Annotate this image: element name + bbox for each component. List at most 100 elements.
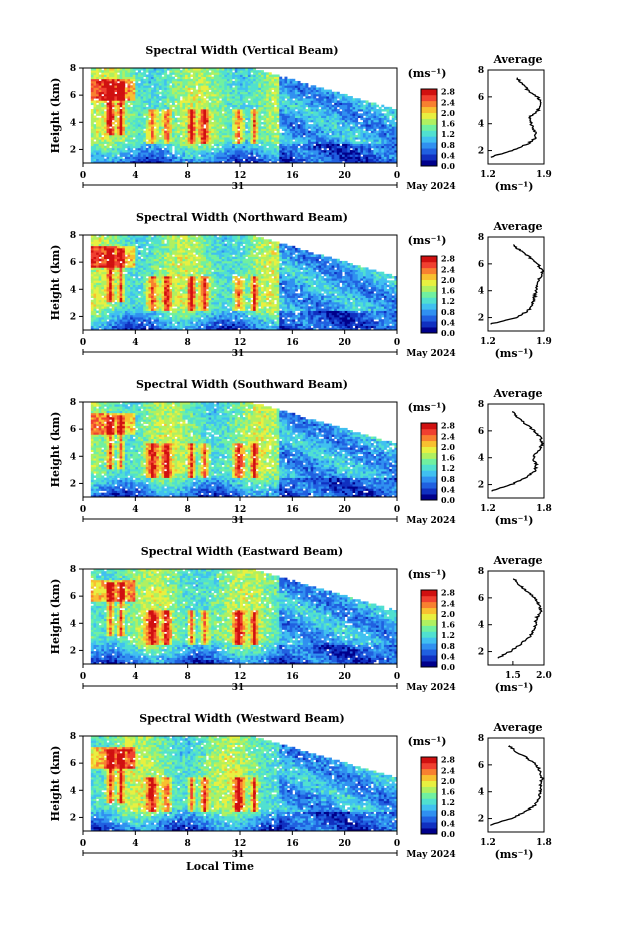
heatmap-cell (242, 96, 246, 99)
heatmap-cell (360, 156, 364, 160)
heatmap-cell (158, 87, 162, 90)
heatmap-cell (203, 117, 207, 121)
heatmap-cell (268, 93, 272, 97)
heatmap-cell (127, 154, 131, 157)
heatmap-cell (258, 145, 262, 149)
heatmap-cell (171, 78, 175, 82)
heatmap-cell (355, 117, 359, 121)
heatmap-cell (268, 80, 272, 84)
heatmap-cell (211, 158, 215, 162)
heatmap-cell (140, 150, 144, 153)
heatmap-cell (237, 150, 241, 153)
heatmap-cell (190, 74, 194, 77)
heatmap-cell (211, 126, 215, 129)
heatmap-cell (103, 241, 107, 244)
heatmap-cell (370, 130, 374, 134)
heatmap-cell (274, 132, 277, 136)
heatmap-cell (122, 141, 126, 144)
heatmap-cell (313, 132, 317, 136)
heatmap-cell (132, 111, 136, 114)
heatmap-cell (266, 102, 270, 106)
heatmap-cell (284, 143, 288, 147)
heatmap-cell (294, 160, 298, 164)
heatmap-cell (127, 80, 131, 84)
heatmap-cell (263, 139, 267, 142)
heatmap-cell (342, 102, 346, 106)
heatmap-cell (260, 109, 264, 112)
heatmap-cell (339, 141, 343, 144)
heatmap-cell (242, 93, 246, 97)
heatmap-cell (294, 111, 298, 114)
heatmap-cell (310, 156, 314, 160)
profile-frame (487, 69, 545, 165)
heatmap-cell (276, 134, 280, 138)
heatmap-cell (339, 152, 343, 155)
heatmap-cell (114, 237, 118, 240)
heatmap-cell (263, 121, 267, 125)
heatmap-cell (164, 126, 168, 129)
heatmap-cell (229, 126, 233, 129)
heatmap-cell (365, 117, 369, 121)
heatmap-cell (143, 139, 147, 142)
heatmap-cell (117, 68, 120, 71)
heatmap-cell (179, 156, 183, 160)
heatmap-cell (208, 76, 212, 80)
heatmap-cell (135, 85, 139, 88)
heatmap-cell (237, 76, 241, 80)
heatmap-cell (185, 102, 189, 106)
heatmap-cell (365, 143, 369, 147)
heatmap-cell (250, 100, 254, 103)
heatmap-cell (127, 152, 131, 155)
heatmap-cell (232, 93, 236, 97)
heatmap-cell (294, 87, 298, 90)
heatmap-cell (263, 156, 267, 160)
heatmap-cell (190, 96, 194, 99)
heatmap-cell (98, 312, 102, 316)
heatmap-cell (216, 132, 220, 136)
heatmap-cell (205, 68, 209, 71)
heatmap-cell (232, 134, 236, 138)
heatmap-cell (352, 130, 356, 134)
heatmap-cell (247, 143, 251, 147)
heatmap-cell (179, 154, 183, 157)
heatmap-cell (93, 100, 97, 103)
heatmap-cell (96, 295, 100, 298)
heatmap-cell (352, 113, 356, 116)
heatmap-cell (253, 160, 257, 164)
heatmap-cell (203, 109, 207, 112)
heatmap-cell (294, 145, 298, 149)
heatmap-cell (221, 145, 225, 149)
heatmap-cell (245, 158, 249, 162)
heatmap-cell (208, 154, 212, 157)
heatmap-cell (140, 128, 144, 131)
heatmap-cell (287, 113, 291, 116)
heatmap-cell (268, 137, 272, 140)
heatmap-cell (96, 137, 100, 140)
heatmap-cell (240, 83, 243, 86)
heatmap-cell (198, 150, 202, 153)
heatmap-cell (229, 141, 233, 144)
heatmap-cell (143, 113, 147, 116)
heatmap-cell (253, 98, 257, 101)
heatmap-cell (205, 147, 209, 151)
heatmap-cell (137, 121, 141, 125)
heatmap-cell (284, 87, 288, 90)
heatmap-cell (247, 78, 251, 82)
heatmap-cell (255, 111, 259, 114)
heatmap-cell (328, 111, 332, 114)
heatmap-cell (229, 152, 233, 155)
heatmap-cell (161, 141, 165, 144)
heatmap-cell (148, 152, 152, 155)
heatmap-cell (229, 100, 233, 103)
heatmap-cell (357, 106, 361, 110)
heatmap-cell (106, 128, 110, 131)
heatmap-cell (114, 128, 118, 131)
heatmap-cell (339, 96, 343, 99)
heatmap-cell (378, 150, 382, 153)
heatmap-cell (266, 150, 270, 153)
heatmap-cell (349, 160, 353, 164)
colorbar-swatch (421, 118, 437, 125)
heatmap-cell (274, 78, 277, 82)
heatmap-cell (357, 156, 361, 160)
heatmap-cell (122, 106, 126, 110)
